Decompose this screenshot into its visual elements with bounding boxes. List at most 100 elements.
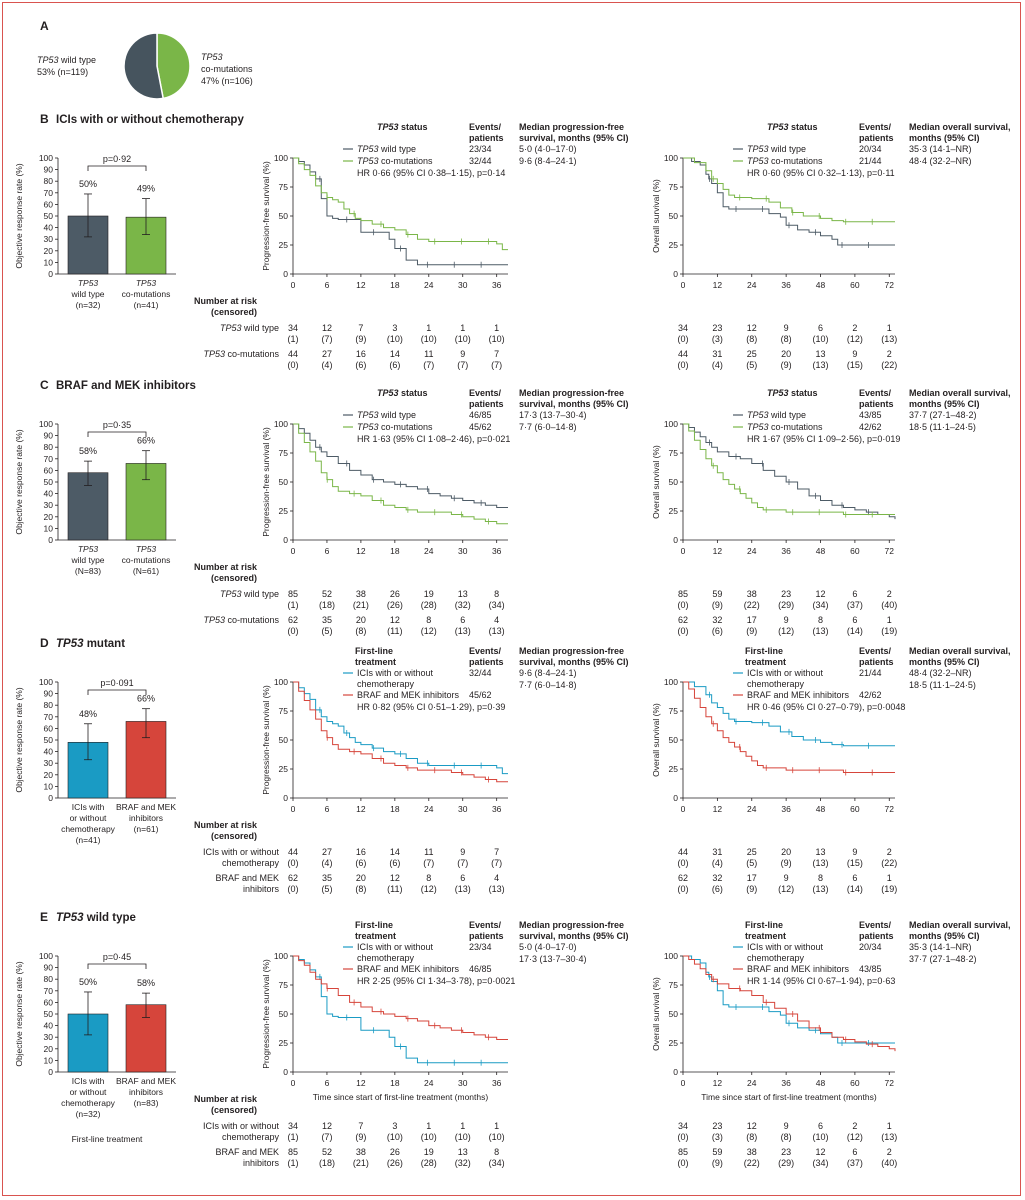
pfs-risk-count: 8 bbox=[494, 1147, 499, 1157]
orr-category-label: (n=41) bbox=[76, 835, 101, 845]
panel-a: A TP53 wild type 53% (n=119) TP53 co-mutatio… bbox=[37, 19, 253, 100]
os-risk-censored: (0) bbox=[678, 626, 689, 636]
os-legend-events: 42/62 bbox=[859, 422, 882, 432]
os-risk-censored: (0) bbox=[678, 1132, 689, 1142]
pfs-risk-count: 11 bbox=[424, 349, 433, 359]
orr-category-label: (N=61) bbox=[133, 566, 159, 576]
os-y-tick-label: 0 bbox=[673, 269, 678, 279]
pfs-legend-median: 17·3 (13·7–30·4) bbox=[519, 954, 587, 964]
risk-header: (censored) bbox=[211, 307, 257, 317]
orr-pvalue-bracket bbox=[87, 963, 147, 969]
os-risk-censored: (12) bbox=[847, 334, 863, 344]
panel-d: D TP53 mutant0102030405060708090100Object… bbox=[14, 636, 1011, 894]
os-risk-censored: (13) bbox=[813, 360, 829, 370]
pfs-x-tick-label: 12 bbox=[356, 546, 366, 556]
pfs-legend-name: chemotherapy bbox=[357, 679, 415, 689]
os-risk-count: 34 bbox=[678, 323, 688, 333]
os-risk-count: 62 bbox=[678, 873, 688, 883]
risk-row-label: TP53 co-mutations bbox=[203, 349, 279, 359]
os-y-tick-label: 100 bbox=[664, 153, 678, 163]
pfs-legend-median: 7·7 (6·0–14·8) bbox=[519, 680, 577, 690]
orr-y-tick-label: 100 bbox=[39, 419, 53, 429]
os-legend-median: 48·4 (32·2–NR) bbox=[909, 668, 972, 678]
orr-y-label: Objective response rate (%) bbox=[14, 687, 24, 793]
os-y-tick-label: 25 bbox=[669, 764, 679, 774]
os-risk-censored: (6) bbox=[712, 626, 723, 636]
os-x-tick-label: 0 bbox=[681, 280, 686, 290]
pfs-risk-count: 62 bbox=[288, 615, 298, 625]
pfs-y-tick-label: 0 bbox=[283, 269, 288, 279]
pfs-risk-censored: (26) bbox=[387, 600, 403, 610]
os-x-tick-label: 72 bbox=[885, 804, 895, 814]
pfs-risk-censored: (10) bbox=[421, 1132, 437, 1142]
os-legend-events: 43/85 bbox=[859, 410, 882, 420]
os-risk-count: 23 bbox=[781, 589, 791, 599]
pfs-hazard-ratio: HR 0·82 (95% CI 0·51–1·29), p=0·39 bbox=[357, 702, 505, 712]
os-x-tick-label: 24 bbox=[747, 280, 757, 290]
pfs-risk-censored: (8) bbox=[355, 626, 366, 636]
pfs-y-tick-label: 50 bbox=[279, 1009, 289, 1019]
os-risk-count: 12 bbox=[816, 589, 826, 599]
os-risk-censored: (0) bbox=[678, 884, 689, 894]
os-risk-count: 2 bbox=[887, 349, 892, 359]
pfs-risk-count: 34 bbox=[288, 1121, 298, 1131]
orr-y-tick-label: 70 bbox=[44, 454, 54, 464]
os-legend-header: patients bbox=[859, 931, 894, 941]
os-risk-censored: (4) bbox=[712, 360, 723, 370]
pfs-risk-censored: (10) bbox=[455, 1132, 471, 1142]
pfs-y-tick-label: 25 bbox=[279, 506, 289, 516]
os-risk-censored: (29) bbox=[778, 1158, 794, 1168]
os-risk-censored: (37) bbox=[847, 600, 863, 610]
orr-y-tick-label: 80 bbox=[44, 176, 54, 186]
pfs-risk-censored: (1) bbox=[288, 334, 299, 344]
pfs-risk-count: 12 bbox=[390, 873, 400, 883]
pfs-legend-median: 9·6 (8·4–24·1) bbox=[519, 156, 577, 166]
os-risk-censored: (0) bbox=[678, 600, 689, 610]
orr-y-tick-label: 30 bbox=[44, 234, 54, 244]
risk-header: Number at risk bbox=[194, 562, 258, 572]
os-risk-censored: (19) bbox=[881, 626, 897, 636]
os-legend-header: Median overall survival, bbox=[909, 646, 1011, 656]
orr-value-label: 50% bbox=[79, 179, 97, 189]
os-risk-censored: (3) bbox=[712, 334, 723, 344]
pfs-legend-name: TP53 co-mutations bbox=[357, 422, 433, 432]
orr-category-label: TP53 bbox=[136, 278, 157, 288]
pfs-x-tick-label: 24 bbox=[424, 1078, 434, 1088]
pfs-risk-censored: (1) bbox=[288, 1132, 299, 1142]
pfs-y-tick-label: 0 bbox=[283, 793, 288, 803]
pfs-x-tick-label: 30 bbox=[458, 280, 468, 290]
pfs-legend-header: Events/ bbox=[469, 646, 502, 656]
os-legend-name: chemotherapy bbox=[747, 953, 805, 963]
os-risk-count: 8 bbox=[818, 873, 823, 883]
pfs-x-tick-label: 36 bbox=[492, 804, 502, 814]
os-risk-count: 1 bbox=[887, 323, 892, 333]
pie-slice-wild-type bbox=[123, 32, 165, 100]
os-y-tick-label: 0 bbox=[673, 1067, 678, 1077]
os-legend-header: months (95% CI) bbox=[909, 657, 980, 667]
os-risk-censored: (15) bbox=[847, 360, 863, 370]
orr-pvalue: p=0·091 bbox=[100, 678, 133, 688]
pfs-x-tick-label: 24 bbox=[424, 280, 434, 290]
os-risk-censored: (29) bbox=[778, 600, 794, 610]
orr-y-tick-label: 100 bbox=[39, 677, 53, 687]
pfs-risk-count: 4 bbox=[494, 873, 499, 883]
orr-y-tick-label: 80 bbox=[44, 700, 54, 710]
orr-y-tick-label: 10 bbox=[44, 523, 54, 533]
orr-y-tick-label: 60 bbox=[44, 997, 54, 1007]
panel-letter-a: A bbox=[40, 19, 49, 33]
pfs-risk-censored: (32) bbox=[455, 600, 471, 610]
pfs-x-tick-label: 30 bbox=[458, 546, 468, 556]
orr-value-label: 50% bbox=[79, 977, 97, 987]
pfs-risk-censored: (12) bbox=[421, 884, 437, 894]
orr-category-label: (n=41) bbox=[134, 300, 159, 310]
pfs-legend-median: 5·0 (4·0–17·0) bbox=[519, 942, 577, 952]
os-risk-censored: (9) bbox=[781, 858, 792, 868]
pfs-risk-count: 12 bbox=[322, 323, 332, 333]
os-legend-header: patients bbox=[859, 399, 894, 409]
pfs-y-label: Progression-free survival (%) bbox=[261, 959, 271, 1069]
os-risk-censored: (22) bbox=[744, 1158, 760, 1168]
os-legend-header: Median overall survival, bbox=[909, 122, 1011, 132]
os-x-tick-label: 72 bbox=[885, 1078, 895, 1088]
orr-value-label: 58% bbox=[137, 978, 155, 988]
risk-row-label: inhibitors bbox=[243, 1158, 280, 1168]
